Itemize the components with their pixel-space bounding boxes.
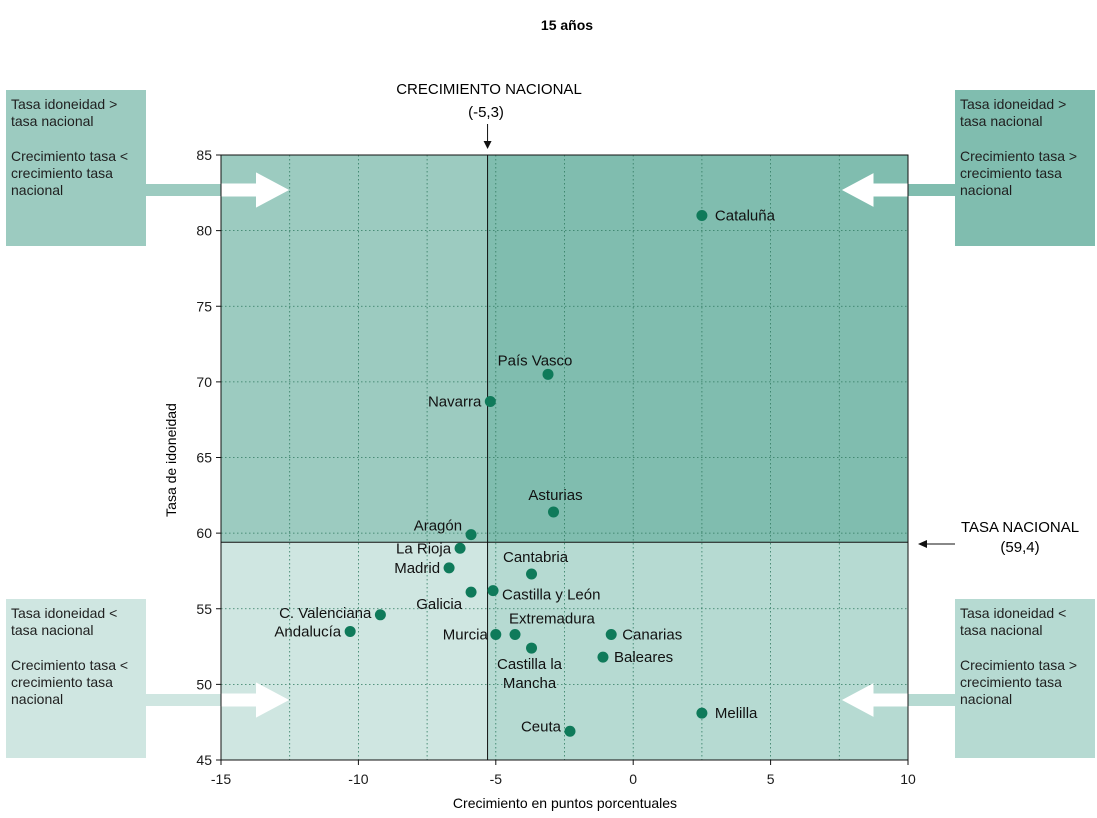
x-tick-label: -5	[490, 771, 503, 787]
data-point	[465, 586, 477, 598]
grid-lines	[221, 155, 908, 760]
data-points: Cataluña País Vasco Navarra Asturias Aragón L…	[274, 208, 776, 737]
y-tick-label: 60	[196, 525, 212, 541]
arrow-head-icon	[256, 682, 290, 718]
quadrant-top-right	[487, 155, 908, 543]
quadrant-box-growth-condition: Crecimiento tasa > crecimiento tasa naci…	[960, 657, 1078, 707]
axes: -15 -10 -5 0 5 10 45 50 55 60 65 70 75 80 85	[196, 147, 916, 787]
data-point-label: Castilla la Mancha	[497, 656, 563, 692]
arrow-shaft-top-left	[146, 184, 226, 196]
horizontal-reference-value: (59,4)	[1000, 539, 1039, 556]
data-point-label: Baleares	[614, 649, 673, 666]
x-tick-label: -15	[211, 771, 231, 787]
arrow-left-icon	[841, 173, 909, 207]
data-point	[490, 628, 502, 640]
data-point-label: Aragón	[414, 518, 462, 535]
data-point	[526, 642, 538, 654]
reference-lines	[221, 124, 955, 760]
quadrant-backgrounds	[221, 155, 908, 760]
data-point-label: C. Valenciana	[279, 605, 372, 622]
chart-title: 15 años	[541, 17, 593, 33]
quadrant-box-rate-condition: Tasa idoneidad < tasa nacional	[11, 605, 118, 638]
data-point-label: Andalucía	[274, 623, 341, 640]
data-point-label: Navarra	[428, 394, 482, 411]
data-point-label: La Rioja	[396, 540, 452, 557]
data-point-label: Asturias	[528, 487, 582, 504]
data-point-label: País Vasco	[498, 352, 573, 369]
data-point	[454, 542, 466, 554]
vertical-reference-label: CRECIMIENTO NACIONAL	[396, 81, 582, 98]
data-point-label: Murcia	[443, 626, 489, 643]
arrow-left-icon	[841, 683, 909, 717]
quadrant-box-rate-condition: Tasa idoneidad > tasa nacional	[960, 96, 1067, 129]
horizontal-reference-label: TASA NACIONAL	[961, 519, 1079, 536]
data-point	[509, 628, 521, 640]
x-tick-label: 10	[900, 771, 916, 787]
data-point-label: Castilla y León	[502, 587, 600, 604]
arrow-left-small-icon	[918, 540, 927, 548]
quadrant-bottom-left	[221, 542, 488, 760]
data-point-label: Cataluña	[715, 208, 776, 225]
x-tick-label: -10	[348, 771, 368, 787]
x-axis-label: Crecimiento en puntos porcentuales	[453, 795, 677, 811]
quadrant-box-growth-condition: Crecimiento tasa > crecimiento tasa naci…	[960, 148, 1078, 198]
data-point	[597, 651, 609, 663]
data-point	[605, 628, 617, 640]
quadrant-box-rate-condition: Tasa idoneidad < tasa nacional	[960, 605, 1067, 638]
x-tick-label: 5	[767, 771, 775, 787]
x-tick-label: 0	[629, 771, 637, 787]
y-tick-label: 80	[196, 223, 212, 239]
y-tick-label: 65	[196, 450, 212, 466]
data-point	[484, 396, 496, 408]
y-tick-label: 70	[196, 374, 212, 390]
quadrant-top-left	[221, 155, 488, 543]
data-point	[374, 609, 386, 621]
quadrant-box-bottom-right: Tasa idoneidad < tasa nacional Crecimien…	[955, 599, 1095, 758]
data-point	[542, 368, 554, 380]
data-point	[696, 707, 708, 719]
quadrant-arrows	[146, 172, 955, 718]
data-point	[696, 210, 708, 221]
y-tick-label: 50	[196, 676, 212, 692]
data-point-label: Canarias	[622, 626, 682, 643]
quadrant-box-rate-condition: Tasa idoneidad > tasa nacional	[11, 96, 118, 129]
vertical-reference-value: (-5,3)	[468, 104, 504, 121]
arrow-shaft-bottom-left	[146, 694, 226, 706]
data-point	[443, 562, 455, 574]
quadrant-bottom-right	[487, 542, 908, 760]
data-point-label: Madrid	[394, 560, 440, 577]
arrow-head-icon	[256, 172, 290, 208]
y-tick-label: 45	[196, 752, 212, 768]
data-point-label: Melilla	[715, 705, 758, 722]
quadrant-box-top-left: Tasa idoneidad > tasa nacional Crecimien…	[6, 90, 146, 246]
quadrant-box-top-right: Tasa idoneidad > tasa nacional Crecimien…	[955, 90, 1095, 246]
quadrant-box-growth-condition: Crecimiento tasa < crecimiento tasa naci…	[11, 148, 129, 198]
data-point	[548, 506, 560, 518]
y-axis-label: Tasa de idoneidad	[163, 403, 179, 517]
y-tick-label: 85	[196, 147, 212, 163]
data-point	[487, 585, 499, 597]
y-tick-label: 55	[196, 601, 212, 617]
quadrant-box-growth-condition: Crecimiento tasa < crecimiento tasa naci…	[11, 657, 129, 707]
quadrant-box-bottom-left: Tasa idoneidad < tasa nacional Crecimien…	[6, 599, 146, 758]
data-point	[526, 568, 538, 580]
arrow-down-icon	[483, 141, 492, 149]
data-point-label: Extremadura	[509, 610, 596, 627]
data-point-label: Galicia	[416, 596, 463, 613]
data-point	[564, 725, 576, 737]
data-point-label: Ceuta	[521, 718, 562, 735]
data-point-label: Cantabria	[503, 549, 569, 566]
data-point	[344, 625, 356, 637]
data-point	[465, 529, 477, 541]
y-tick-label: 75	[196, 298, 212, 314]
